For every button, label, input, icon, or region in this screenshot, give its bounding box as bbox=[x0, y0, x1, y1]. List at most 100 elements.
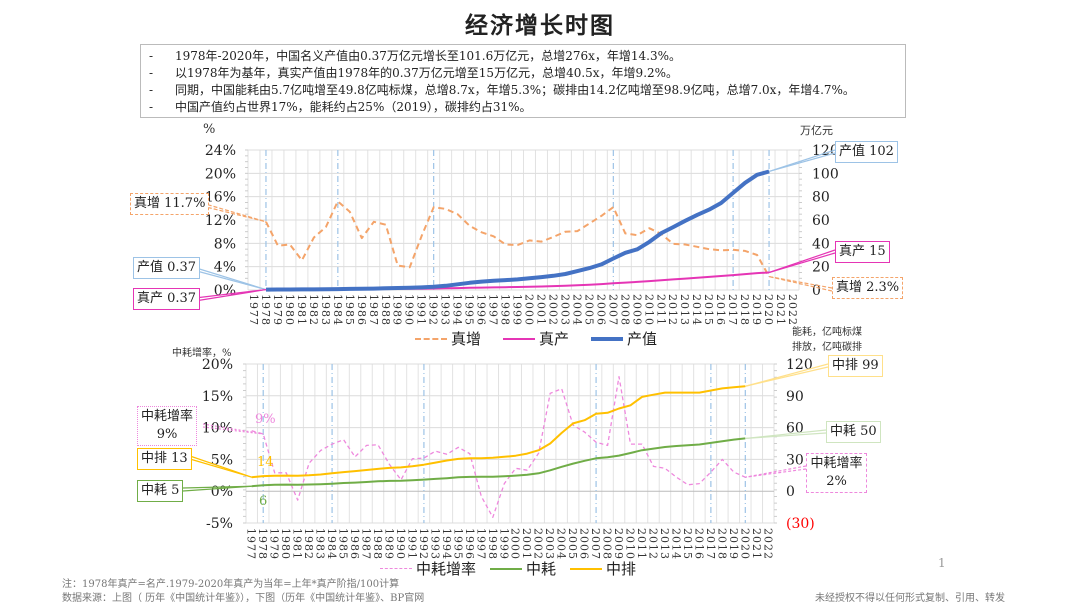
summary-item: - 中国产值约占世界17%，能耗约占25%（2019），碳排约占31%。 bbox=[149, 100, 532, 114]
x-axis-year-label: 1992 bbox=[427, 294, 440, 326]
x-axis-year-label: 1997 bbox=[474, 528, 487, 560]
x-axis-year-label: 2007 bbox=[589, 528, 602, 560]
x-axis-year-label: 1990 bbox=[394, 528, 407, 560]
x-axis-year-label: 1983 bbox=[319, 294, 332, 326]
summary-box: -1978年-2020年，中国名义产值由0.37万亿元增长至101.6万亿元，总… bbox=[140, 44, 906, 118]
x-axis-year-label: 1999 bbox=[497, 528, 510, 560]
x-axis-year-label: 2007 bbox=[606, 294, 619, 326]
x-axis-year-label: 2014 bbox=[690, 294, 703, 326]
x-axis-year-label: 1982 bbox=[302, 528, 315, 560]
x-axis-year-label: 1981 bbox=[295, 294, 308, 326]
x-axis-year-label: 1994 bbox=[451, 294, 464, 326]
left-axis-tick-label: 4% bbox=[214, 260, 236, 276]
right-axis-tick-label: 20 bbox=[812, 260, 830, 276]
x-axis-year-label: 2012 bbox=[666, 294, 679, 326]
x-axis-year-label: 2016 bbox=[714, 294, 727, 326]
x-axis-year-label: 1999 bbox=[511, 294, 524, 326]
right-axis-tick-label: 100 bbox=[812, 166, 839, 182]
callout-real-growth-start: 真增 11.7% bbox=[130, 193, 210, 215]
callout-emission-end: 中排 99 bbox=[828, 355, 883, 377]
x-axis-year-label: 1980 bbox=[283, 294, 296, 326]
right-axis-tick-label: 0 bbox=[786, 484, 795, 500]
x-axis-year-label: 1988 bbox=[371, 528, 384, 560]
x-axis-year-label: 2004 bbox=[555, 528, 568, 560]
x-axis-year-label: 1983 bbox=[314, 528, 327, 560]
legend-swatch-energy bbox=[490, 567, 523, 570]
data-label-energy-growth-1978: 9% bbox=[255, 412, 276, 427]
leader-energy-growth-end bbox=[745, 468, 807, 478]
x-axis-year-label: 1998 bbox=[486, 528, 499, 560]
page-number: 1 bbox=[938, 556, 946, 570]
data-label-emission-1978: 14 bbox=[257, 455, 274, 470]
x-axis-year-label: 2002 bbox=[546, 294, 559, 326]
right-axis-tick-label: 30 bbox=[786, 452, 804, 468]
x-axis-year-label: 2021 bbox=[750, 528, 763, 560]
x-axis-year-label: 1986 bbox=[355, 294, 368, 326]
series-line-energy bbox=[251, 437, 746, 488]
legend-label-nominal: 产值 bbox=[627, 330, 658, 348]
leader-emission-end bbox=[745, 366, 829, 387]
left-axis-tick-label: 24% bbox=[205, 143, 236, 159]
left-axis-tick-label: 20% bbox=[205, 166, 236, 182]
x-axis-year-label: 1996 bbox=[463, 528, 476, 560]
x-axis-year-label: 1980 bbox=[279, 528, 292, 560]
x-axis-year-label: 1979 bbox=[268, 528, 281, 560]
top-left-axis-unit: % bbox=[203, 122, 216, 137]
x-axis-year-label: 1995 bbox=[463, 294, 476, 326]
leader-real-growth-start bbox=[201, 205, 267, 223]
x-axis-year-label: 1991 bbox=[415, 294, 428, 326]
x-axis-year-label: 1996 bbox=[475, 294, 488, 326]
leader-real-growth-end bbox=[768, 275, 833, 292]
leader-nominal-start bbox=[192, 269, 267, 291]
top-right-axis-unit: 万亿元 bbox=[800, 124, 833, 137]
x-axis-year-label: 2020 bbox=[738, 528, 751, 560]
x-axis-year-label: 2019 bbox=[750, 294, 763, 326]
x-axis-year-label: 2011 bbox=[654, 294, 667, 326]
callout-energy-start: 中耗 5 bbox=[137, 480, 184, 502]
x-axis-year-label: 1984 bbox=[325, 528, 338, 560]
x-axis-year-label: 1985 bbox=[337, 528, 350, 560]
x-axis-year-label: 2010 bbox=[624, 528, 637, 560]
x-axis-year-label: 2014 bbox=[669, 528, 682, 560]
right-axis-tick-label: 60 bbox=[812, 213, 830, 229]
callout-nominal-end: 产值 102 bbox=[835, 141, 898, 163]
x-axis-year-label: 2002 bbox=[532, 528, 545, 560]
x-axis-year-label: 2015 bbox=[702, 294, 715, 326]
leader-nominal-end bbox=[768, 152, 836, 173]
legend-swatch-emission bbox=[570, 567, 603, 570]
x-axis-year-label: 2004 bbox=[570, 294, 583, 326]
callout-nominal-start: 产值 0.37 bbox=[133, 257, 201, 279]
callout-energy-growth-start: 中耗增率 9% bbox=[137, 406, 198, 446]
x-axis-year-label: 2006 bbox=[578, 528, 591, 560]
x-axis-year-label: 1993 bbox=[439, 294, 452, 326]
x-axis-year-label: 2003 bbox=[543, 528, 556, 560]
x-axis-year-label: 2000 bbox=[509, 528, 522, 560]
x-axis-year-label: 1995 bbox=[451, 528, 464, 560]
callout-energy-end: 中耗 50 bbox=[826, 421, 881, 443]
x-axis-year-label: 1979 bbox=[271, 294, 284, 326]
x-axis-year-label: 1992 bbox=[417, 528, 430, 560]
series-line-real-growth bbox=[265, 200, 770, 278]
left-axis-tick-label: 10% bbox=[202, 421, 233, 437]
right-axis-tick-label: 80 bbox=[812, 190, 830, 206]
series-line-emission bbox=[251, 385, 746, 479]
x-axis-year-label: 1977 bbox=[247, 294, 260, 326]
x-axis-year-label: 2012 bbox=[646, 528, 659, 560]
x-axis-year-label: 1998 bbox=[499, 294, 512, 326]
x-axis-year-label: 2006 bbox=[594, 294, 607, 326]
data-label-energy-1978: 6 bbox=[259, 494, 267, 509]
x-axis-year-label: 1985 bbox=[343, 294, 356, 326]
legend-label-energy: 中耗 bbox=[526, 560, 557, 578]
summary-item: - 同期，中国能耗由5.7亿吨增至49.8亿吨标煤，总增8.7x，年增5.3%；碳… bbox=[149, 83, 855, 97]
left-axis-tick-label: 8% bbox=[214, 236, 236, 252]
summary-item: - 以1978年为基年，真实产值由1978年的0.37万亿元增至15万亿元，总增4… bbox=[149, 66, 679, 80]
x-axis-year-label: 2005 bbox=[566, 528, 579, 560]
left-axis-tick-label: 5% bbox=[211, 452, 233, 468]
x-axis-year-label: 2009 bbox=[630, 294, 643, 326]
x-axis-year-label: 2013 bbox=[658, 528, 671, 560]
summary-item: -1978年-2020年，中国名义产值由0.37万亿元增长至101.6万亿元，总… bbox=[149, 49, 682, 63]
leader-real-output-start bbox=[194, 288, 267, 302]
x-axis-year-label: 2018 bbox=[738, 294, 751, 326]
x-axis-year-label: 2021 bbox=[774, 294, 787, 326]
x-axis-year-label: 2022 bbox=[786, 294, 799, 326]
